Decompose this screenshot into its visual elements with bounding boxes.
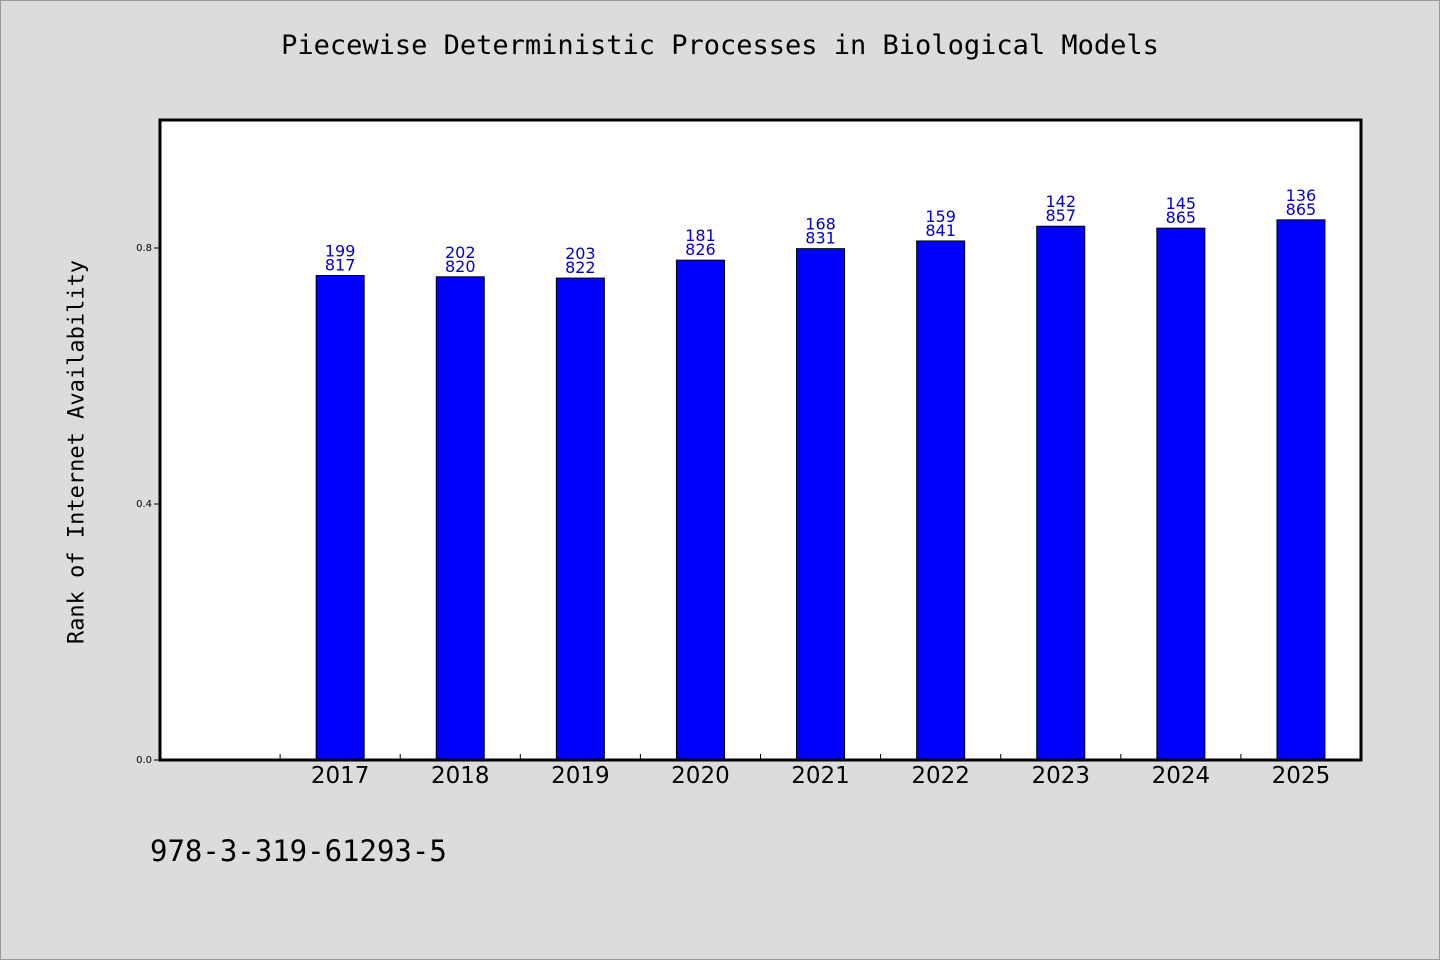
bar-data-label: 820	[445, 257, 476, 276]
x-tick-label: 2019	[551, 763, 610, 789]
bar-data-label: 203	[565, 244, 596, 263]
bar-data-label: 142	[1045, 192, 1076, 211]
y-tick-label: 0.8	[136, 243, 152, 254]
bar	[1276, 219, 1326, 761]
x-tick-label: 2023	[1031, 763, 1090, 789]
x-tick-label: 2017	[311, 763, 370, 789]
bar-data-label: 202	[445, 243, 476, 262]
x-tick-label: 2022	[911, 763, 970, 789]
bar	[315, 275, 365, 761]
bar	[435, 276, 485, 761]
bar-data-label: 181	[685, 226, 716, 245]
x-tick-label: 2020	[671, 763, 730, 789]
bar	[555, 277, 605, 761]
bar-data-label: 865	[1166, 208, 1197, 227]
bar-data-label: 826	[685, 240, 716, 259]
x-tick-label: 2025	[1272, 763, 1331, 789]
bar-data-label: 817	[325, 256, 356, 275]
x-tick-label: 2024	[1152, 763, 1211, 789]
x-tick-label: 2018	[431, 763, 490, 789]
bar-data-label: 841	[925, 221, 956, 240]
bar-data-label: 831	[805, 229, 836, 248]
bar-data-label: 857	[1045, 206, 1076, 225]
bar-data-label: 168	[805, 215, 836, 234]
bar-data-label: 145	[1166, 194, 1197, 213]
bar	[916, 240, 966, 761]
y-tick-label: 0.4	[136, 499, 152, 510]
bar-data-label: 822	[565, 258, 596, 277]
y-tick-label: 0.0	[136, 755, 152, 766]
bar	[796, 248, 846, 761]
bar-data-label: 865	[1286, 200, 1317, 219]
bar	[1036, 225, 1086, 761]
bar-data-label: 199	[325, 242, 356, 261]
bar-data-label: 159	[925, 207, 956, 226]
bar	[675, 259, 725, 761]
isbn-footer: 978-3-319-61293-5	[150, 834, 447, 868]
plot-border	[158, 118, 1363, 762]
x-tick-label: 2021	[791, 763, 850, 789]
bar	[1156, 227, 1206, 761]
chart-title: Piecewise Deterministic Processes in Bio…	[281, 30, 1159, 61]
bar-data-label: 136	[1286, 186, 1317, 205]
